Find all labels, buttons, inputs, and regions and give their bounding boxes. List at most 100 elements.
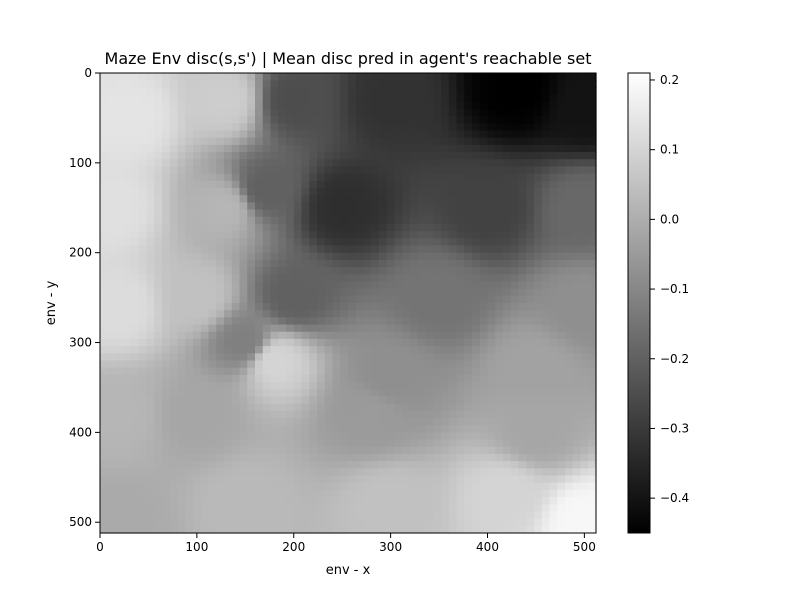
heatmap-cell — [200, 482, 210, 491]
heatmap-cell — [239, 310, 248, 318]
heatmap-cell — [100, 202, 109, 211]
heatmap-cell — [348, 410, 357, 419]
heatmap-cell — [441, 252, 450, 261]
heatmap-cell — [425, 504, 434, 513]
heatmap-cell — [510, 346, 520, 354]
heatmap-cell — [503, 216, 512, 225]
heatmap-cell — [208, 80, 217, 88]
heatmap-cell — [503, 504, 512, 513]
heatmap-cell — [588, 353, 597, 362]
heatmap-cell — [503, 497, 512, 505]
heatmap-cell — [278, 238, 287, 247]
heatmap-cell — [526, 152, 535, 160]
heatmap-cell — [200, 432, 210, 441]
heatmap-cell — [495, 482, 504, 491]
chart-title: Maze Env disc(s,s') | Mean disc pred in … — [105, 49, 592, 68]
heatmap-cell — [363, 410, 372, 419]
heatmap-cell — [386, 195, 396, 203]
heatmap-cell — [379, 231, 388, 239]
heatmap-cell — [495, 331, 504, 340]
heatmap-cell — [448, 504, 458, 513]
heatmap-cell — [371, 281, 380, 290]
heatmap-cell — [146, 259, 155, 268]
heatmap-cell — [448, 511, 458, 520]
heatmap-cell — [379, 87, 388, 96]
heatmap-cell — [464, 123, 473, 132]
heatmap-cell — [580, 209, 589, 218]
heatmap-cell — [534, 166, 543, 175]
heatmap-cell — [588, 432, 597, 441]
heatmap-cell — [309, 281, 318, 290]
heatmap-cell — [231, 482, 241, 491]
heatmap-cell — [208, 195, 217, 203]
heatmap-cell — [115, 353, 124, 362]
heatmap-cell — [549, 137, 558, 146]
heatmap-cell — [433, 504, 442, 513]
heatmap-cell — [417, 367, 427, 376]
heatmap-cell — [138, 295, 148, 304]
heatmap-cell — [464, 295, 473, 304]
heatmap-cell — [107, 231, 117, 239]
heatmap-cell — [572, 360, 582, 369]
heatmap-cell — [386, 389, 396, 398]
heatmap-cell — [216, 310, 225, 318]
heatmap-cell — [177, 432, 186, 441]
heatmap-cell — [425, 101, 434, 110]
heatmap-cell — [115, 382, 124, 390]
heatmap-cell — [301, 173, 310, 182]
heatmap-cell — [510, 389, 520, 398]
heatmap-cell — [324, 446, 334, 455]
heatmap-cell — [216, 209, 225, 218]
heatmap-cell — [224, 173, 233, 182]
heatmap-cell — [549, 403, 558, 412]
heatmap-cell — [588, 274, 597, 283]
heatmap-cell — [286, 403, 295, 412]
heatmap-cell — [565, 475, 574, 484]
heatmap-cell — [286, 223, 295, 232]
heatmap-cell — [301, 489, 310, 498]
heatmap-cell — [371, 303, 380, 311]
heatmap-cell — [293, 116, 303, 124]
heatmap-cell — [278, 108, 287, 117]
heatmap-cell — [379, 432, 388, 441]
heatmap-cell — [565, 202, 574, 211]
heatmap-cell — [317, 410, 326, 419]
heatmap-cell — [286, 482, 295, 491]
heatmap-cell — [386, 525, 396, 534]
heatmap-cell — [425, 525, 434, 534]
heatmap-cell — [549, 202, 558, 211]
heatmap-cell — [503, 209, 512, 218]
heatmap-cell — [425, 281, 434, 290]
heatmap-cell — [518, 259, 527, 268]
heatmap-cell — [410, 346, 419, 354]
heatmap-cell — [510, 108, 520, 117]
heatmap-cell — [123, 94, 132, 103]
heatmap-cell — [270, 209, 279, 218]
heatmap-cell — [417, 389, 427, 398]
heatmap-cell — [216, 317, 225, 326]
heatmap-cell — [193, 87, 202, 96]
heatmap-cell — [138, 137, 148, 146]
heatmap-cell — [425, 425, 434, 433]
heatmap-cell — [363, 252, 372, 261]
heatmap-cell — [472, 518, 481, 527]
heatmap-cell — [572, 461, 582, 469]
heatmap-cell — [162, 108, 171, 117]
heatmap-cell — [231, 123, 241, 132]
heatmap-cell — [317, 195, 326, 203]
heatmap-cell — [169, 389, 179, 398]
heatmap-cell — [255, 123, 264, 132]
heatmap-cell — [355, 216, 365, 225]
heatmap-cell — [565, 231, 574, 239]
heatmap-cell — [425, 73, 434, 81]
heatmap-cell — [340, 195, 349, 203]
heatmap-cell — [301, 396, 310, 405]
heatmap-cell — [154, 137, 163, 146]
heatmap-cell — [131, 137, 140, 146]
heatmap-cell — [572, 252, 582, 261]
heatmap-cell — [518, 511, 527, 520]
heatmap-cell — [332, 188, 341, 196]
heatmap-cell — [495, 432, 504, 441]
heatmap-cell — [495, 418, 504, 426]
heatmap-cell — [293, 374, 303, 383]
